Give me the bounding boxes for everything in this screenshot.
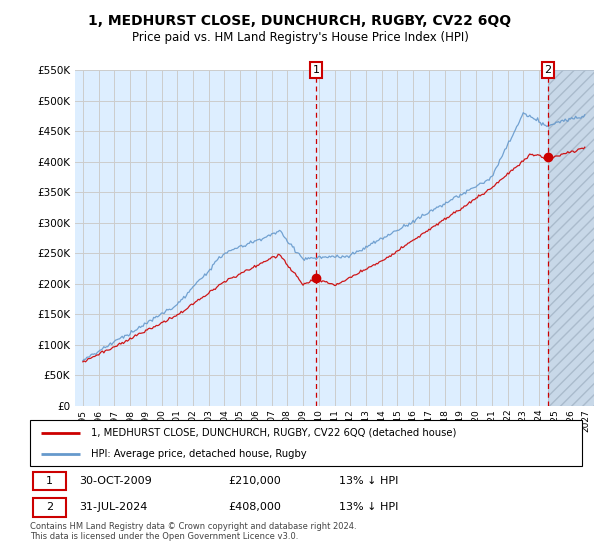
Text: 13% ↓ HPI: 13% ↓ HPI: [339, 502, 398, 512]
FancyBboxPatch shape: [30, 420, 582, 466]
Text: HPI: Average price, detached house, Rugby: HPI: Average price, detached house, Rugb…: [91, 450, 307, 459]
Text: 31-JUL-2024: 31-JUL-2024: [80, 502, 148, 512]
Text: 2: 2: [46, 502, 53, 512]
Text: 13% ↓ HPI: 13% ↓ HPI: [339, 476, 398, 486]
Text: 1: 1: [46, 476, 53, 486]
Text: Contains HM Land Registry data © Crown copyright and database right 2024.
This d: Contains HM Land Registry data © Crown c…: [30, 522, 356, 542]
Text: 1, MEDHURST CLOSE, DUNCHURCH, RUGBY, CV22 6QQ (detached house): 1, MEDHURST CLOSE, DUNCHURCH, RUGBY, CV2…: [91, 428, 456, 438]
Bar: [548, 70, 594, 406]
Text: 1: 1: [313, 65, 320, 75]
Text: £210,000: £210,000: [229, 476, 281, 486]
Text: £408,000: £408,000: [229, 502, 281, 512]
Text: 2: 2: [545, 65, 551, 75]
FancyBboxPatch shape: [33, 498, 66, 516]
Text: 1, MEDHURST CLOSE, DUNCHURCH, RUGBY, CV22 6QQ: 1, MEDHURST CLOSE, DUNCHURCH, RUGBY, CV2…: [88, 14, 512, 28]
FancyBboxPatch shape: [33, 472, 66, 491]
Text: 30-OCT-2009: 30-OCT-2009: [80, 476, 152, 486]
Text: Price paid vs. HM Land Registry's House Price Index (HPI): Price paid vs. HM Land Registry's House …: [131, 31, 469, 44]
